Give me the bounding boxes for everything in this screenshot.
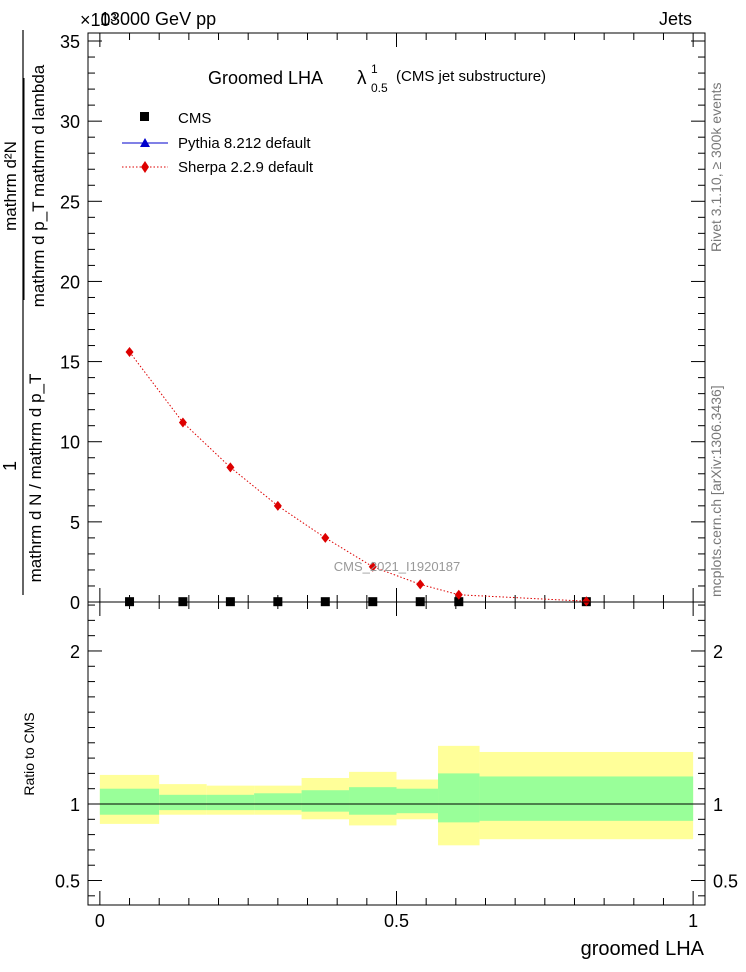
y-tick-label: 30	[60, 112, 80, 132]
sherpa-point	[321, 532, 330, 543]
ratio-y-label: Ratio to CMS	[21, 712, 37, 795]
ylabel-dn: mathrm d N / mathrm d p_T	[26, 374, 45, 583]
sherpa-point	[178, 417, 187, 428]
ratio-band-inner	[99, 788, 160, 815]
ratio-band-inner	[206, 794, 255, 811]
ratio-band-inner	[301, 790, 350, 812]
mcplots-label: mcplots.cern.ch [arXiv:1306.3436]	[708, 385, 724, 597]
chart-title: Groomed LHA λ 1 0.5 (CMS jet substructur…	[208, 62, 546, 95]
legend-pythia-marker	[140, 138, 150, 147]
ratio-band-inner	[438, 773, 480, 823]
y-tick-label: 20	[60, 272, 80, 292]
ratio-band-inner	[479, 776, 694, 821]
ratio-tick-label-left: 1	[70, 795, 80, 815]
sherpa-point	[273, 500, 282, 511]
title-note: (CMS jet substructure)	[396, 68, 546, 85]
rivet-label: Rivet 3.1.10, ≥ 300k events	[708, 82, 724, 252]
ratio-band-inner	[349, 787, 397, 815]
legend-sherpa-marker	[141, 161, 149, 173]
y-axis-label: 1 mathrm d N / mathrm d p_T mathrm d²N m…	[0, 30, 48, 595]
sherpa-point	[582, 596, 591, 607]
x-tick-label: 0	[95, 911, 105, 931]
legend-cms-marker	[140, 112, 149, 121]
x-axis-label: groomed LHA	[581, 938, 705, 960]
ylabel-dpt-dlambda: mathrm d p_T mathrm d lambda	[29, 64, 48, 307]
title-main: Groomed LHA	[208, 68, 323, 88]
y-tick-label: 10	[60, 433, 80, 453]
ratio-tick-label-right: 1	[713, 795, 723, 815]
y-tick-label: 15	[60, 353, 80, 373]
x-tick-label: 1	[688, 911, 698, 931]
ratio-tick-label-left: 2	[70, 642, 80, 662]
legend-sherpa-label: Sherpa 2.2.9 default	[178, 159, 314, 176]
title-sup: 1	[371, 62, 378, 76]
ratio-band-inner	[159, 794, 207, 811]
ylabel-d2n: mathrm d²N	[1, 141, 20, 231]
ratio-band-inner	[254, 793, 302, 811]
title-sub: 0.5	[371, 81, 388, 95]
ratio-band-inner	[396, 788, 439, 814]
sherpa-point	[454, 589, 463, 600]
energy-label: 13000 GeV pp	[100, 9, 216, 29]
title-symbol: λ	[357, 68, 367, 89]
sherpa-point	[416, 579, 425, 590]
ratio-bands	[99, 745, 694, 846]
legend-pythia-label: Pythia 8.212 default	[178, 135, 311, 152]
ratio-tick-label-left: 0.5	[55, 872, 80, 892]
sherpa-point	[368, 561, 377, 572]
ratio-tick-label-right: 2	[713, 642, 723, 662]
ratio-tick-label-right: 0.5	[713, 872, 738, 892]
ratio-frame	[87, 601, 706, 906]
y-tick-label: 25	[60, 192, 80, 212]
analysis-watermark: CMS_2021_I1920187	[334, 559, 461, 574]
legend: CMS Pythia 8.212 default Sherpa 2.2.9 de…	[122, 110, 314, 176]
sherpa-point	[226, 462, 235, 473]
y-multiplier: ×10³	[80, 10, 117, 30]
sherpa-point	[125, 346, 134, 357]
y-tick-label: 5	[70, 513, 80, 533]
y-tick-label: 35	[60, 32, 80, 52]
x-tick-label: 0.5	[384, 911, 409, 931]
y-tick-label: 0	[70, 593, 80, 613]
process-label: Jets	[659, 9, 692, 29]
legend-cms-label: CMS	[178, 110, 211, 127]
ylabel-one: 1	[0, 461, 20, 471]
